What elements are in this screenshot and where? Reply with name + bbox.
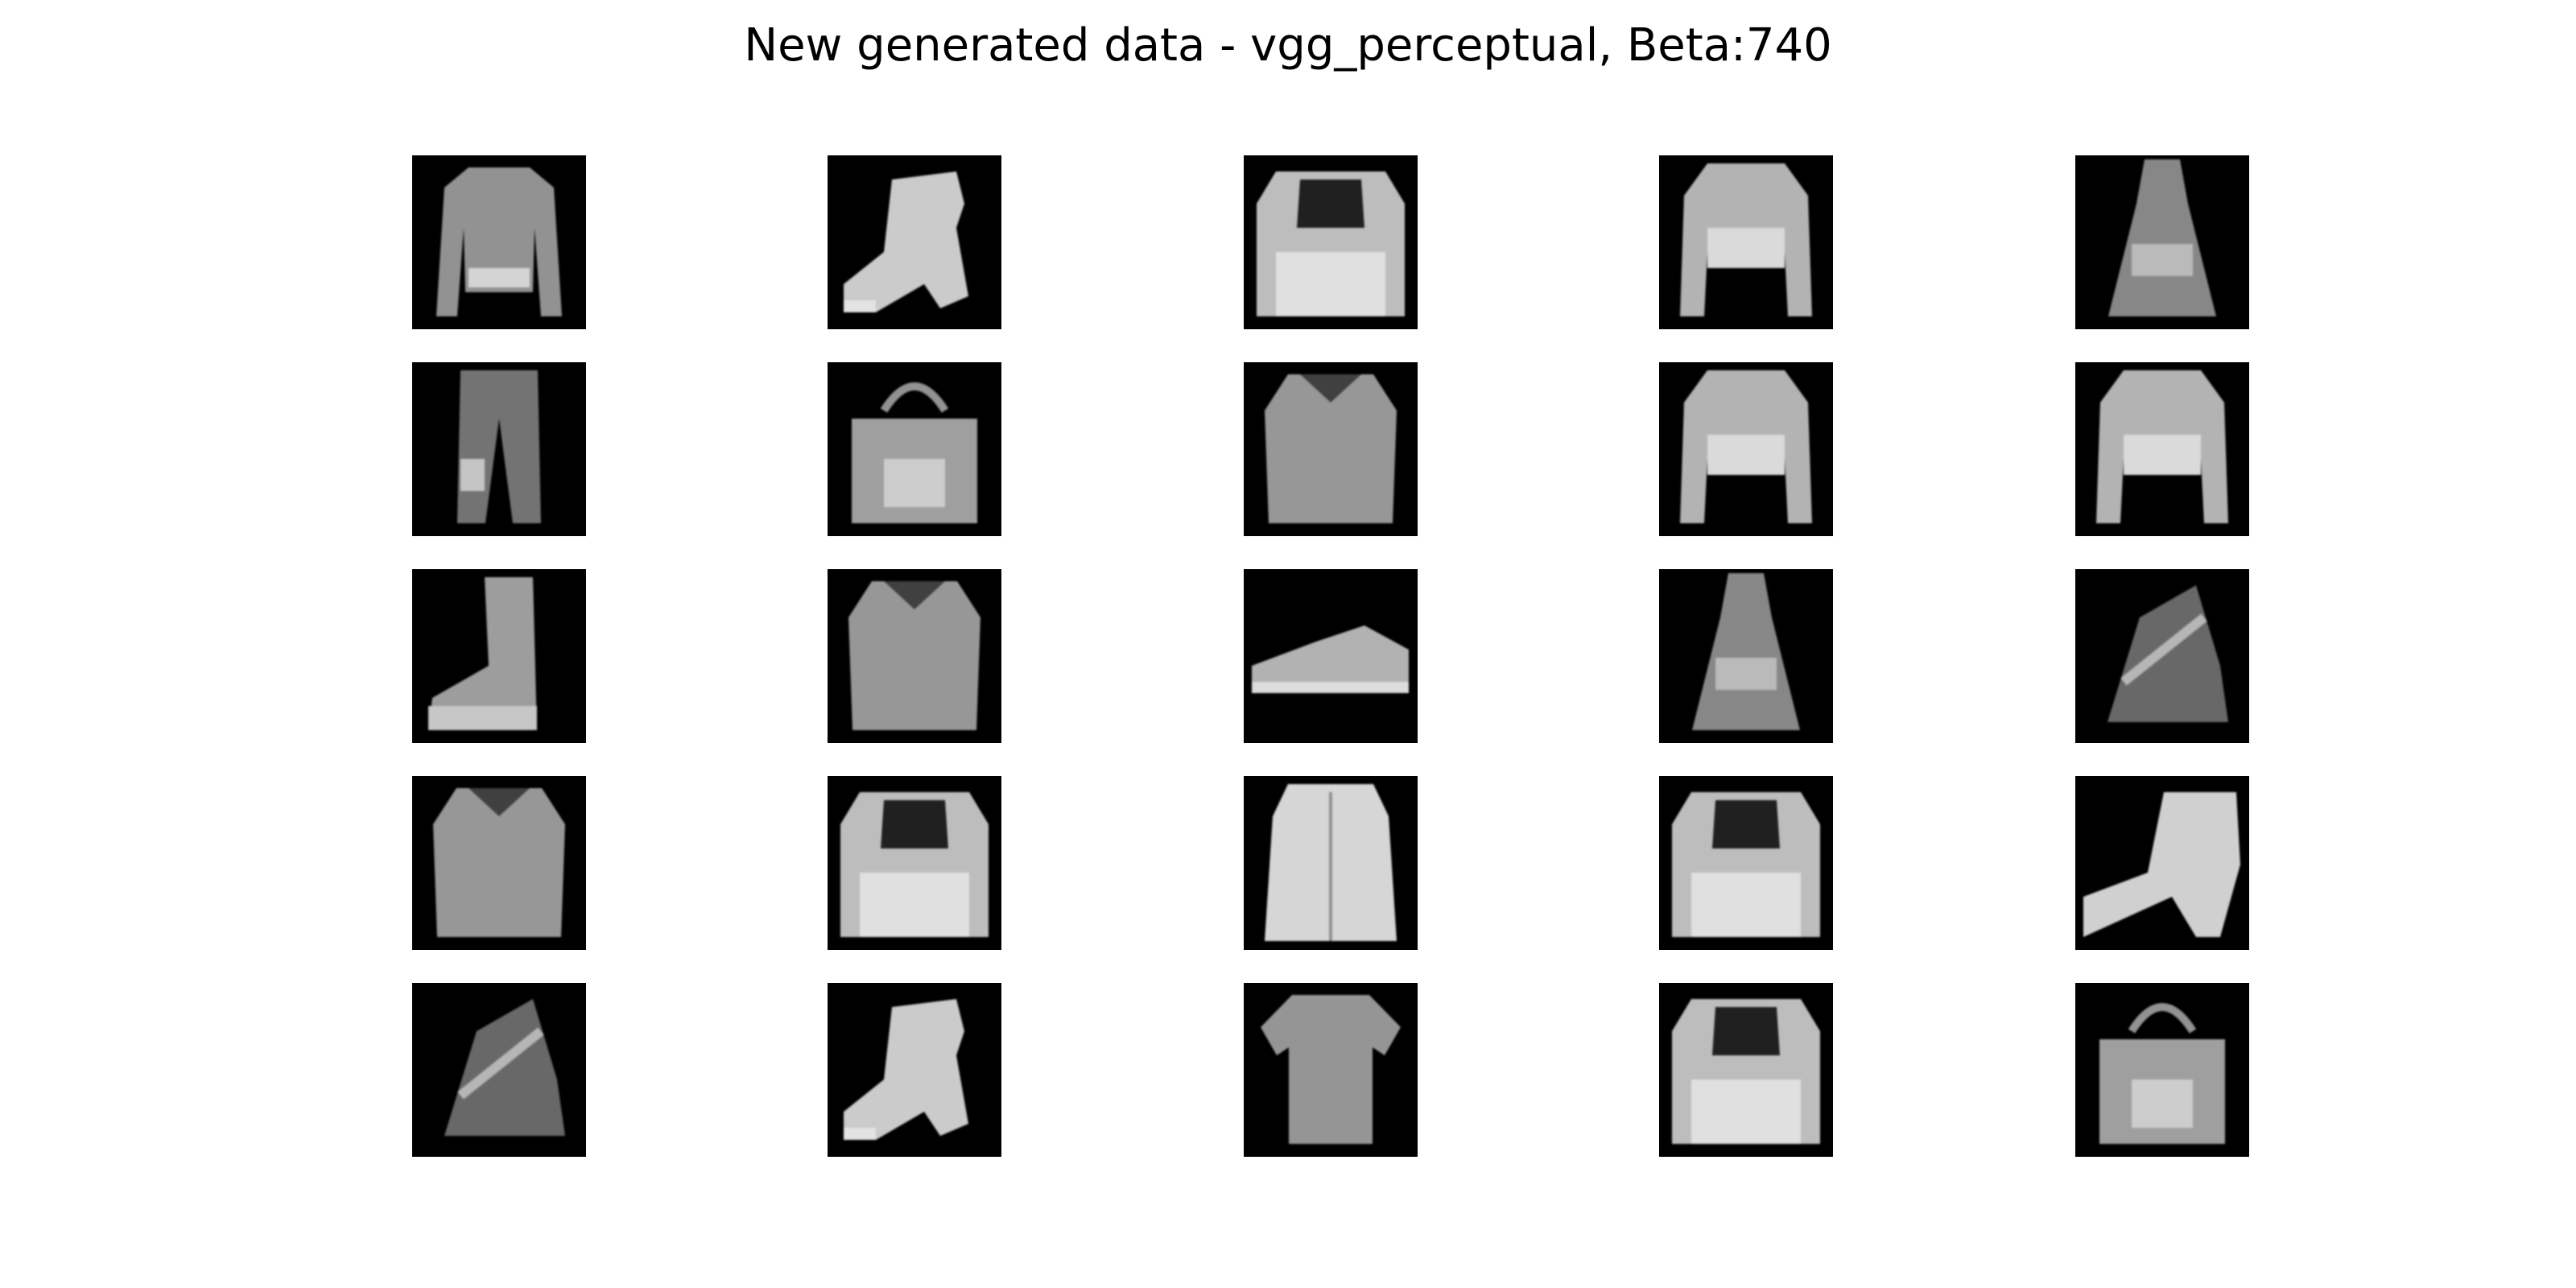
sample-ankle-boot-silhouette [828,155,1001,329]
generated-sample-image [1659,362,1833,536]
sample-bag-silhouette [2075,983,2249,1157]
sample-coat-silhouette [1244,776,1418,950]
sample-top-silhouette [828,776,1001,950]
generated-sample-image [1244,569,1418,743]
sample-shirt-silhouette [828,569,1001,743]
figure-title: New generated data - vgg_perceptual, Bet… [744,19,1832,72]
generated-sample-image [2075,155,2249,329]
sample-trousers-silhouette [412,362,586,536]
generated-sample-image [1244,776,1418,950]
generated-sample-image [828,362,1001,536]
generated-sample-image [828,983,1001,1157]
generated-sample-image [1659,569,1833,743]
sample-top-silhouette [1659,776,1833,950]
sample-high-heel-boot-silhouette [2075,776,2249,950]
sample-pullover-silhouette [2075,362,2249,536]
sample-dress-silhouette [1659,569,1833,743]
sample-jacket-silhouette [412,155,586,329]
generated-sample-image [1659,983,1833,1157]
generated-sample-image [412,776,586,950]
generated-sample-image [1244,155,1418,329]
generated-sample-image [1659,155,1833,329]
generated-sample-image [828,776,1001,950]
generated-sample-image [412,983,586,1157]
sample-top-silhouette [1244,155,1418,329]
sample-sandal-silhouette [2075,569,2249,743]
generated-sample-image [2075,983,2249,1157]
generated-sample-image [2075,569,2249,743]
sample-shirt-silhouette [412,776,586,950]
generated-sample-image [412,569,586,743]
generated-sample-image [2075,362,2249,536]
sample-ankle-boot-silhouette [828,983,1001,1157]
sample-dress-silhouette [2075,155,2249,329]
generated-sample-image [2075,776,2249,950]
generated-sample-image [1244,362,1418,536]
sample-pullover-silhouette [1659,362,1833,536]
sample-pullover-silhouette [1659,155,1833,329]
generated-sample-image [1659,776,1833,950]
sample-sandal-silhouette [412,983,586,1157]
sample-bag-silhouette [828,362,1001,536]
generated-sample-image [412,362,586,536]
generated-sample-image [1244,983,1418,1157]
generated-sample-image [828,569,1001,743]
sample-top-silhouette [1659,983,1833,1157]
generated-sample-image [412,155,586,329]
sample-shirt-silhouette [1244,362,1418,536]
generated-sample-image [828,155,1001,329]
sample-sneaker-silhouette [1244,569,1418,743]
sample-boot-silhouette [412,569,586,743]
sample-t-shirt-silhouette [1244,983,1418,1157]
